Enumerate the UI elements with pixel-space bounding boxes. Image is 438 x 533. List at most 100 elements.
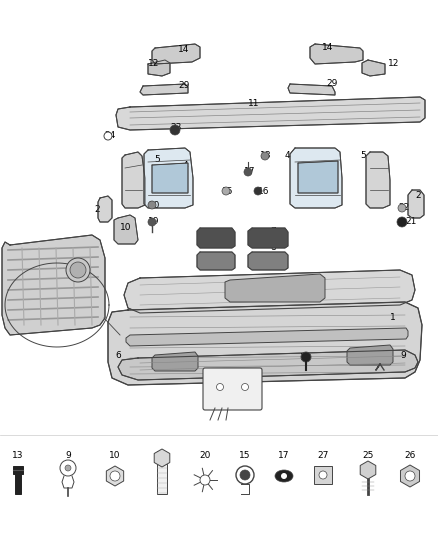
- Text: 1: 1: [390, 313, 396, 322]
- Circle shape: [170, 125, 180, 135]
- Text: 2: 2: [415, 190, 420, 199]
- Circle shape: [244, 168, 252, 176]
- Polygon shape: [298, 161, 338, 193]
- Text: 13: 13: [12, 450, 24, 459]
- Polygon shape: [152, 44, 200, 64]
- Polygon shape: [154, 449, 170, 467]
- Text: 15: 15: [239, 450, 251, 459]
- Polygon shape: [400, 465, 420, 487]
- Polygon shape: [152, 163, 188, 193]
- Circle shape: [148, 201, 156, 209]
- Circle shape: [66, 258, 90, 282]
- Polygon shape: [144, 148, 193, 208]
- Polygon shape: [366, 152, 390, 208]
- Text: 14: 14: [178, 45, 189, 54]
- Polygon shape: [98, 196, 112, 222]
- Text: 19: 19: [156, 450, 168, 459]
- Text: 29: 29: [178, 80, 189, 90]
- Text: 25: 25: [362, 450, 374, 459]
- Polygon shape: [148, 60, 170, 76]
- Circle shape: [216, 384, 223, 391]
- Text: 5: 5: [154, 156, 160, 165]
- Text: 26: 26: [404, 450, 416, 459]
- Polygon shape: [408, 190, 424, 218]
- Text: 5: 5: [360, 150, 366, 159]
- Polygon shape: [362, 60, 385, 76]
- Text: 27: 27: [317, 450, 328, 459]
- Circle shape: [240, 470, 250, 480]
- Circle shape: [60, 460, 76, 476]
- Text: 4: 4: [285, 150, 291, 159]
- Text: 22: 22: [398, 203, 409, 212]
- Text: 2: 2: [94, 206, 100, 214]
- Polygon shape: [108, 302, 422, 385]
- Polygon shape: [2, 235, 105, 335]
- Text: 7: 7: [270, 228, 276, 237]
- Circle shape: [281, 473, 287, 479]
- Text: 25: 25: [228, 389, 240, 398]
- Polygon shape: [314, 466, 332, 484]
- Polygon shape: [124, 270, 415, 313]
- Text: 20: 20: [148, 200, 159, 209]
- Polygon shape: [126, 328, 408, 346]
- Polygon shape: [106, 466, 124, 486]
- Circle shape: [241, 384, 248, 391]
- Text: 12: 12: [148, 60, 159, 69]
- Polygon shape: [197, 228, 235, 248]
- Circle shape: [397, 217, 407, 227]
- Text: 17: 17: [278, 450, 290, 459]
- Polygon shape: [197, 252, 235, 270]
- Polygon shape: [288, 84, 335, 95]
- Circle shape: [236, 466, 254, 484]
- Text: 4: 4: [182, 160, 188, 169]
- Polygon shape: [140, 84, 188, 95]
- Text: 8: 8: [270, 244, 276, 253]
- Polygon shape: [248, 252, 288, 270]
- Text: 12: 12: [388, 60, 399, 69]
- Polygon shape: [114, 215, 138, 244]
- Circle shape: [319, 471, 327, 479]
- Text: 21: 21: [405, 217, 417, 227]
- Text: 17: 17: [244, 167, 255, 176]
- Circle shape: [261, 152, 269, 160]
- Polygon shape: [225, 274, 325, 302]
- Text: 9: 9: [400, 351, 406, 360]
- Polygon shape: [118, 350, 418, 380]
- Text: 29: 29: [326, 79, 337, 88]
- Text: 9: 9: [65, 450, 71, 459]
- Polygon shape: [290, 148, 342, 208]
- Text: 20: 20: [199, 450, 211, 459]
- FancyBboxPatch shape: [203, 368, 262, 410]
- Polygon shape: [310, 44, 363, 64]
- Text: 11: 11: [248, 99, 259, 108]
- Circle shape: [254, 187, 262, 195]
- Polygon shape: [116, 97, 425, 130]
- Circle shape: [148, 218, 156, 226]
- Polygon shape: [360, 461, 376, 479]
- Text: 15: 15: [222, 188, 233, 197]
- Circle shape: [104, 132, 112, 140]
- Text: 6: 6: [115, 351, 121, 359]
- Polygon shape: [152, 352, 198, 371]
- Circle shape: [222, 187, 230, 195]
- Ellipse shape: [275, 470, 293, 482]
- Polygon shape: [13, 466, 23, 474]
- Circle shape: [110, 471, 120, 481]
- Text: 24: 24: [104, 132, 115, 141]
- Polygon shape: [157, 464, 167, 494]
- Text: 10: 10: [120, 223, 131, 232]
- Text: 18: 18: [260, 150, 272, 159]
- Text: 13: 13: [300, 352, 311, 361]
- Polygon shape: [122, 152, 145, 208]
- Circle shape: [398, 204, 406, 212]
- Text: 14: 14: [322, 44, 333, 52]
- Circle shape: [200, 475, 210, 485]
- Polygon shape: [248, 228, 288, 248]
- Text: 10: 10: [109, 450, 121, 459]
- Text: 16: 16: [258, 188, 269, 197]
- Text: 19: 19: [148, 217, 159, 227]
- Circle shape: [301, 352, 311, 362]
- Polygon shape: [347, 345, 393, 365]
- Circle shape: [65, 465, 71, 471]
- Polygon shape: [15, 474, 21, 494]
